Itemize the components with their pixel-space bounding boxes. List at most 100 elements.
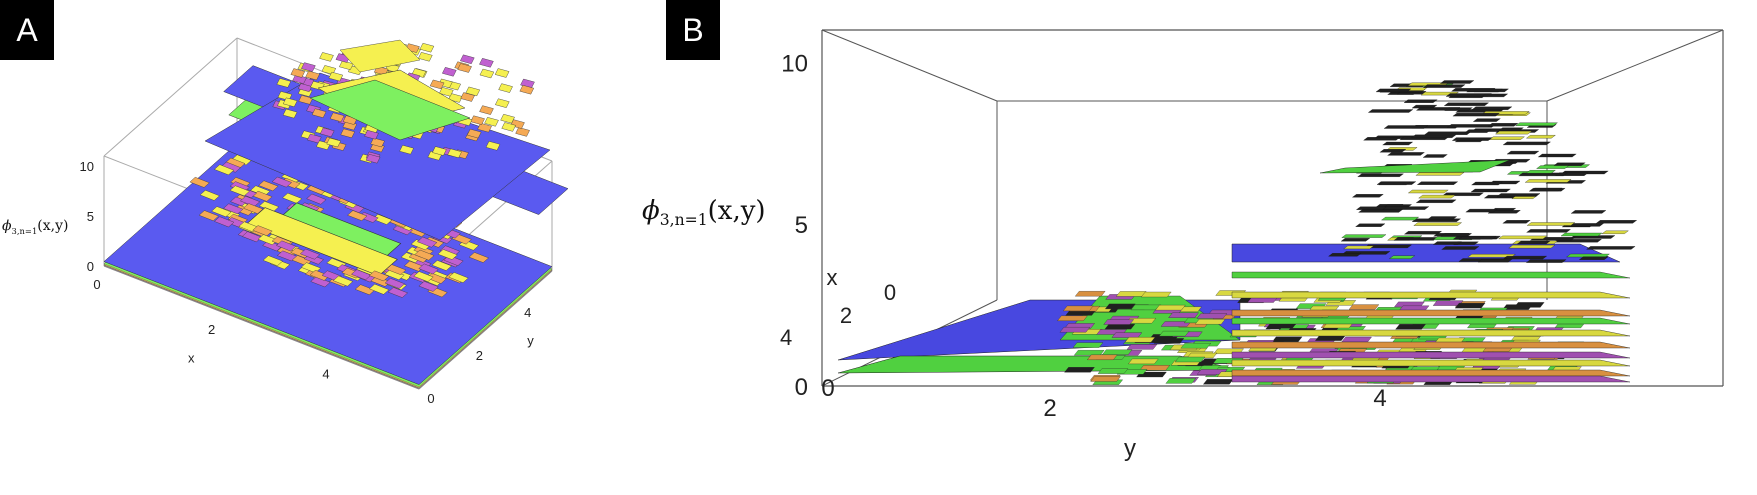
tower-chip [1388, 255, 1416, 259]
mid-tile [1090, 376, 1121, 382]
upper-dome-tile [419, 42, 435, 53]
tower-chip [1446, 124, 1497, 128]
upper-dome-tile [326, 137, 341, 148]
right-layer-band [1231, 291, 1631, 299]
mid-tile [1064, 367, 1095, 373]
lower-ring-tile [392, 224, 413, 236]
tower-chip [1367, 109, 1414, 113]
mid-ring-tile [189, 176, 210, 188]
z-tick-label: 10 [781, 50, 808, 77]
right-layer-band [1231, 329, 1631, 337]
mid-ring-tile [418, 281, 439, 292]
tower-chip [1487, 123, 1519, 127]
upper-dome-tile [370, 137, 385, 148]
z-tick-label: 5 [87, 209, 94, 224]
upper-dome-tile [340, 128, 355, 139]
mid-tile [1072, 342, 1104, 348]
tower-chip [1525, 170, 1556, 174]
tower-chip [1375, 88, 1412, 93]
upper-dome-tile [329, 112, 345, 122]
mid-tile [1202, 379, 1234, 385]
mid-tile [1073, 350, 1105, 356]
mid-tile [1126, 344, 1158, 350]
tower-chip [1458, 236, 1497, 240]
mid-tile [1271, 336, 1303, 343]
right-layer-band [1231, 309, 1631, 317]
tower-chip [1441, 246, 1480, 250]
phi-args: (x,y) [37, 218, 69, 234]
mid-ring-tile [332, 275, 354, 287]
x-axis-label: x [188, 351, 195, 366]
tower-chip [1451, 137, 1493, 141]
right-layer-band [1231, 375, 1631, 383]
tower-chip [1393, 237, 1438, 241]
mid-tile [1348, 304, 1380, 310]
mid-ring-tile [223, 203, 244, 215]
perspective-edge [1546, 29, 1724, 102]
mid-tile [1194, 319, 1226, 325]
tower-chip [1440, 233, 1473, 237]
right-layer-band [1231, 317, 1631, 325]
mid-tile [1168, 312, 1199, 318]
right-layer-band [1231, 369, 1631, 377]
tower-chip [1351, 194, 1384, 198]
upper-dome-tile [307, 133, 322, 144]
lower-ring-tile [252, 190, 273, 202]
right-layer-band [1231, 271, 1631, 279]
box-edge-front [418, 270, 553, 390]
upper-green-rect [309, 79, 471, 141]
upper-dome-tile [365, 153, 381, 164]
tower-chip [1516, 240, 1551, 245]
tower-chip [1508, 244, 1556, 249]
upper-dome-tile [494, 68, 510, 78]
lower-ring-tile [306, 193, 327, 205]
upper-dome-tile [500, 113, 515, 124]
tower-chip [1328, 253, 1362, 257]
tower-chip [1464, 129, 1492, 133]
tower-chip [1525, 259, 1567, 263]
z-tick-label: 5 [795, 212, 808, 239]
upper-dome-tile [519, 84, 535, 95]
mid-tile [1062, 305, 1094, 312]
tower-chip [1415, 172, 1465, 176]
tower-chip [1422, 84, 1466, 88]
tower-chip [1416, 181, 1459, 185]
upper-dome-tile [447, 148, 462, 159]
mid-ring-tile [214, 164, 235, 176]
box-edge-front [103, 265, 420, 390]
tower-chip [1471, 106, 1513, 110]
tower-chip [1570, 210, 1607, 214]
mid-tile [1139, 365, 1171, 371]
upper-dome-tile [442, 67, 457, 77]
mid-tile [1097, 368, 1129, 374]
mid-tile [1155, 304, 1186, 311]
tower-chip [1595, 220, 1638, 224]
upper-dome-tile [501, 122, 516, 132]
panel-a-badge: A [0, 0, 54, 60]
mid-ring-tile [276, 240, 297, 252]
mid-tile [1124, 337, 1156, 343]
y-tick-label: 2 [476, 348, 483, 363]
mid-tile [1104, 323, 1136, 330]
mid-tile [1341, 336, 1372, 343]
mid-ring-tile [243, 203, 264, 214]
y-tick-label: 2 [1043, 395, 1056, 422]
upper-dome-tile [477, 122, 492, 133]
mid-tile [1247, 297, 1278, 303]
mid-ring-tile [252, 225, 273, 237]
panel-a-z-axis-label: ϕ3,n=1(x,y) [2, 218, 68, 236]
panel-b-plot: 0 5 10 0 2 4 y x 0 2 4 [780, 29, 1724, 462]
upper-dome-tile [495, 98, 510, 108]
x-tick-label: 0 [93, 277, 100, 292]
mid-ring-tile [198, 210, 219, 222]
upper-dome-tile [364, 130, 379, 140]
tower-chip [1498, 127, 1524, 131]
tower-chip [1432, 241, 1463, 245]
tower-chip [1536, 165, 1570, 169]
upper-dome-tile [282, 108, 298, 119]
tower-chip [1410, 134, 1457, 138]
tower-chip [1530, 187, 1563, 192]
mid-tile [1395, 324, 1426, 330]
upper-dome-tile [328, 71, 344, 82]
lower-ring-tile [258, 180, 279, 192]
